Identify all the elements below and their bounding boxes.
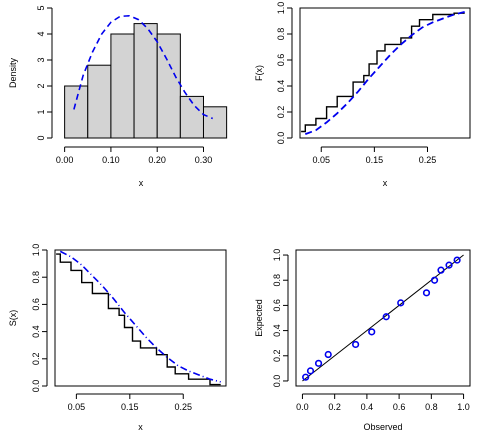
y-tick-label: 0.6: [31, 298, 41, 311]
scatter-point: [445, 261, 453, 269]
x-tick-label: 0.10: [102, 155, 120, 165]
x-tick-label: 0.20: [148, 155, 166, 165]
y-tick-label: 0.8: [272, 274, 282, 287]
y-tick-label: 4: [36, 31, 46, 36]
scatter-point: [302, 373, 310, 381]
y-tick-label: 0.2: [31, 353, 41, 366]
x-axis-title: x: [383, 178, 388, 188]
y-tick-label: 1.0: [31, 244, 41, 257]
x-tick-label: 0.8: [425, 402, 438, 412]
y-tick-label: 0.6: [276, 54, 286, 67]
y-tick-label: 0.4: [31, 325, 41, 338]
pp-plot-panel: 0.0 0.2 0.4 0.6 0.8 1.0 0.0 0.2 0.4 0.6 0.8 1.0 Obse…: [254, 249, 471, 432]
histogram-bar: [87, 64, 112, 139]
y-tick-label: 0.2: [276, 106, 286, 119]
histogram-bar: [133, 23, 158, 139]
scatter-point: [352, 340, 360, 349]
survival-panel: 0.0 0.2 0.4 0.6 0.8 1.0 0.05 0.15 0.25 x S(x): [8, 244, 227, 432]
cdf-panel: 0.0 0.2 0.4 0.6 0.8 1.0 0.05 0.15 0.25 x F(x): [254, 2, 471, 188]
plot-frame: [295, 249, 471, 387]
x-tick-label: 0.6: [393, 402, 406, 412]
histogram-bar: [64, 85, 89, 139]
scatter-point: [382, 313, 390, 321]
y-axis-title: S(x): [8, 310, 18, 327]
y-tick-label: 0.8: [276, 28, 286, 41]
empirical-survival-step: [56, 253, 221, 386]
fitted-survival-curve: [59, 250, 221, 383]
y-tick-label: 5: [36, 5, 46, 10]
y-axis-title: F(x): [254, 65, 264, 81]
x-tick-label: 0.25: [174, 402, 192, 412]
y-tick-label: 0.4: [276, 80, 286, 93]
y-tick-label: 0.0: [272, 375, 282, 388]
scatter-point: [422, 289, 431, 297]
x-tick-label: 0.05: [312, 155, 330, 165]
y-tick-label: 3: [36, 57, 46, 62]
y-tick-label: 0.6: [272, 299, 282, 312]
y-tick-label: 0.4: [272, 324, 282, 337]
plot-frame: [54, 249, 227, 387]
scatter-point: [314, 359, 323, 367]
y-tick-label: 1.0: [272, 249, 282, 262]
x-tick-label: 0.2: [328, 402, 341, 412]
y-tick-label: 0.2: [272, 350, 282, 363]
x-tick-label: 0.05: [68, 402, 86, 412]
plot-frame: [299, 7, 471, 139]
x-tick-label: 0.30: [195, 155, 213, 165]
histogram-bar: [202, 106, 228, 139]
y-tick-label: 0.0: [31, 380, 41, 393]
scatter-point: [324, 350, 332, 359]
x-axis-title: x: [139, 178, 144, 188]
y-axis-title: Density: [8, 57, 18, 88]
y-tick-label: 0: [36, 135, 46, 140]
x-axis-title: Observed: [363, 422, 402, 432]
scatter-point: [306, 367, 315, 375]
empirical-cdf-step: [301, 12, 465, 133]
x-tick-label: 0.25: [419, 155, 437, 165]
x-tick-label: 0.15: [366, 155, 384, 165]
histogram-bar: [110, 33, 135, 139]
y-axis-title: Expected: [254, 299, 264, 337]
fitted-cdf-curve: [304, 11, 465, 135]
x-axis-title: x: [138, 422, 143, 432]
x-tick-label: 0.15: [121, 402, 139, 412]
scatter-point: [430, 276, 439, 284]
scatter-point: [397, 299, 405, 307]
y-tick-label: 1.0: [276, 2, 286, 15]
scatter-point: [368, 328, 376, 336]
scatter-point: [437, 266, 445, 274]
y-tick-label: 2: [36, 83, 46, 88]
y-tick-label: 0.8: [31, 271, 41, 284]
x-tick-label: 1.0: [457, 402, 470, 412]
x-tick-label: 0.4: [361, 402, 374, 412]
x-tick-label: 0.00: [56, 155, 74, 165]
density-curve: [73, 14, 214, 120]
scatter-point: [453, 256, 461, 264]
x-tick-label: 0.0: [296, 402, 309, 412]
y-tick-label: 1: [36, 109, 46, 114]
y-tick-label: 0.0: [276, 132, 286, 145]
histogram-panel: 0 1 2 3 4 5 0.00 0.10 0.20 0.30 x Density: [8, 5, 228, 188]
